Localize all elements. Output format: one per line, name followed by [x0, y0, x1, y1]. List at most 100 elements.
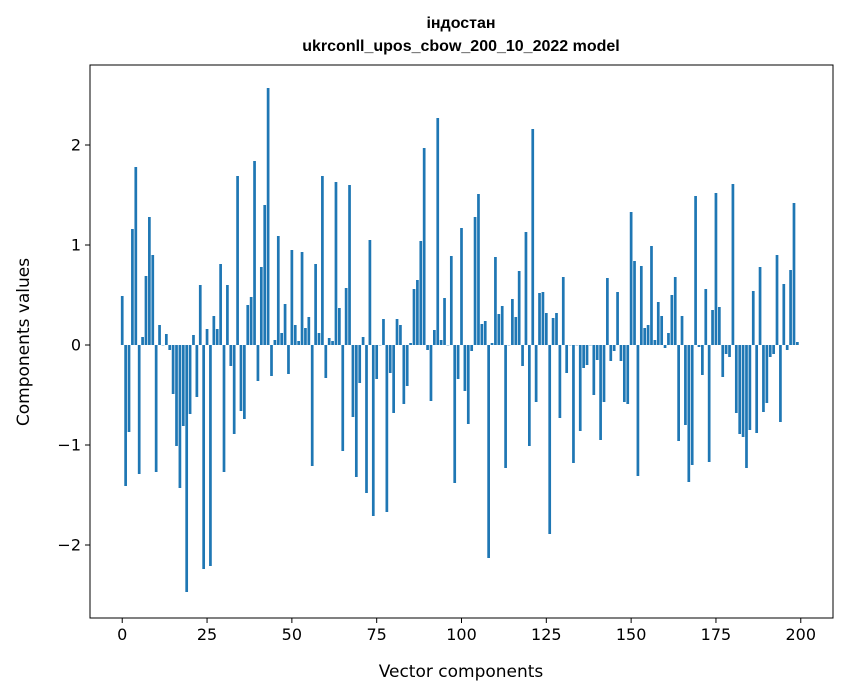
bar-19 — [185, 345, 189, 592]
bar-44 — [270, 345, 273, 376]
x-tick-label: 0 — [117, 625, 127, 644]
bar-170 — [697, 345, 701, 347]
bar-163 — [673, 277, 677, 345]
bar-101 — [463, 345, 467, 391]
x-tick-label: 25 — [197, 625, 217, 644]
bar-183 — [741, 345, 745, 437]
bar-0 — [120, 296, 124, 345]
bar-180 — [731, 184, 735, 345]
bar-190 — [765, 345, 769, 403]
bar-109 — [490, 343, 494, 345]
bar-117 — [517, 271, 521, 345]
bar-110 — [494, 257, 497, 345]
bar-137 — [585, 345, 589, 365]
bar-166 — [684, 345, 687, 425]
bar-28 — [215, 329, 219, 345]
bar-88 — [419, 241, 423, 345]
y-axis-label: Components values — [14, 258, 34, 426]
bar-30 — [222, 345, 226, 472]
bar-141 — [599, 345, 602, 440]
bar-57 — [314, 264, 317, 345]
bar-197 — [789, 270, 792, 345]
bar-106 — [480, 324, 484, 345]
bar-161 — [667, 333, 670, 345]
bar-135 — [578, 345, 582, 431]
bar-105 — [477, 194, 480, 345]
bar-83 — [402, 345, 406, 404]
bar-41 — [259, 267, 263, 345]
bar-9 — [151, 255, 155, 345]
bar-122 — [534, 345, 538, 402]
bar-143 — [606, 278, 609, 345]
bar-102 — [466, 345, 470, 424]
bar-186 — [751, 291, 755, 345]
bar-1 — [124, 345, 127, 486]
bar-185 — [748, 345, 752, 430]
bar-52 — [297, 341, 300, 345]
bar-159 — [660, 316, 664, 345]
x-axis-label: Vector components — [379, 662, 544, 682]
bar-93 — [436, 118, 440, 345]
bar-59 — [321, 176, 324, 345]
bar-182 — [738, 345, 742, 434]
bar-165 — [680, 316, 684, 345]
bar-95 — [443, 298, 446, 345]
bar-80 — [392, 345, 395, 413]
bar-10 — [154, 345, 158, 472]
bar-21 — [192, 335, 195, 345]
bar-54 — [304, 328, 307, 345]
bar-144 — [609, 345, 613, 361]
bar-178 — [724, 345, 728, 354]
x-tick-label: 50 — [282, 625, 302, 644]
bar-131 — [565, 345, 569, 373]
bar-72 — [365, 345, 368, 493]
bar-38 — [249, 297, 253, 345]
bar-11 — [158, 325, 161, 345]
bar-49 — [287, 345, 290, 374]
bar-25 — [205, 329, 209, 345]
bar-169 — [694, 196, 697, 345]
bar-60 — [324, 345, 328, 378]
x-tick-label: 200 — [785, 625, 816, 644]
bar-48 — [283, 304, 287, 345]
bar-78 — [385, 345, 389, 512]
bar-79 — [388, 345, 392, 373]
bar-155 — [646, 325, 650, 345]
bar-46 — [276, 236, 280, 345]
bar-103 — [470, 345, 474, 351]
bar-148 — [622, 345, 626, 402]
bar-168 — [690, 345, 694, 465]
bar-145 — [612, 345, 616, 351]
bar-162 — [670, 295, 674, 345]
bar-86 — [412, 289, 416, 345]
bar-81 — [395, 319, 399, 345]
y-tick-label: −1 — [57, 436, 81, 455]
bar-42 — [263, 205, 267, 345]
bar-184 — [745, 345, 748, 468]
bar-152 — [636, 345, 640, 476]
bar-24 — [202, 345, 206, 569]
bar-146 — [616, 292, 619, 345]
bar-6 — [141, 337, 144, 345]
bar-158 — [656, 302, 660, 345]
bar-175 — [714, 193, 718, 345]
bar-82 — [399, 325, 402, 345]
bar-97 — [449, 256, 453, 345]
y-tick-label: 0 — [71, 336, 81, 355]
bar-171 — [701, 345, 704, 375]
bar-142 — [602, 345, 606, 402]
bar-64 — [338, 308, 341, 345]
bar-124 — [541, 292, 545, 345]
bar-73 — [368, 240, 372, 345]
bar-167 — [687, 345, 691, 482]
bar-29 — [219, 264, 222, 345]
bar-55 — [307, 317, 311, 345]
x-axis-ticks: 0 25 50 75 100 125 150 175 200 — [117, 618, 816, 644]
bar-150 — [629, 212, 633, 345]
bar-108 — [487, 345, 490, 558]
bar-176 — [717, 307, 721, 345]
y-tick-label: 1 — [71, 236, 81, 255]
bar-74 — [371, 345, 375, 516]
bar-125 — [544, 313, 548, 345]
bars-group — [120, 88, 799, 592]
